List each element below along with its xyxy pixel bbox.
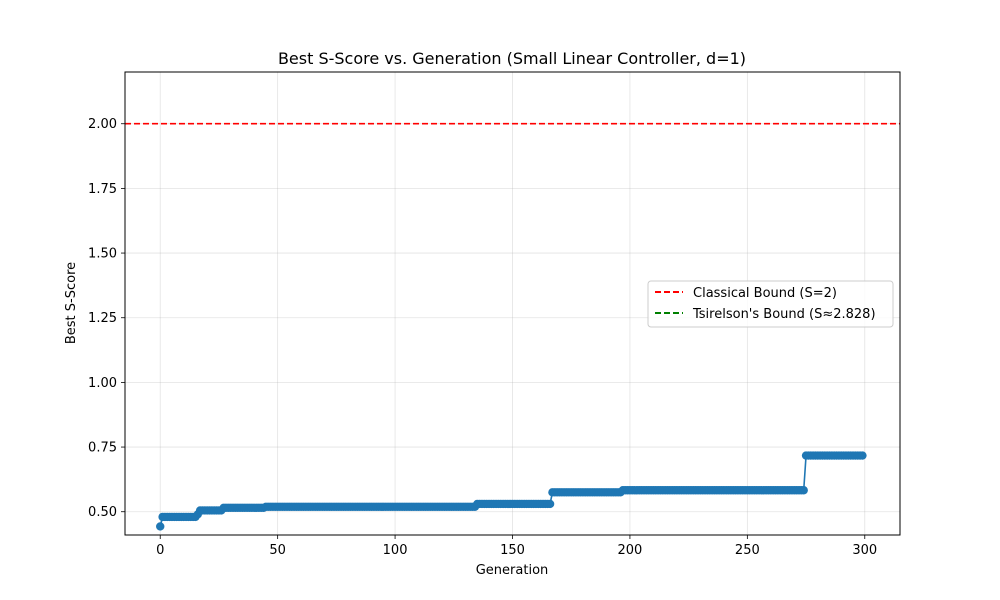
data-point — [545, 499, 555, 509]
data-point — [799, 486, 808, 495]
chart-title: Best S-Score vs. Generation (Small Linea… — [278, 49, 746, 68]
x-tick-label: 300 — [852, 543, 877, 558]
legend: Classical Bound (S=2) Tsirelson's Bound … — [647, 280, 894, 328]
data-series — [156, 451, 867, 531]
legend-label-tsirelson-bound: Tsirelson's Bound (S≈2.828) — [692, 307, 876, 322]
x-tick-label: 50 — [269, 543, 286, 558]
x-tick-label: 150 — [500, 543, 525, 558]
y-tick-label: 1.00 — [88, 376, 117, 391]
y-tick-label: 0.50 — [88, 505, 117, 520]
data-point — [858, 451, 867, 460]
y-tick-label: 1.50 — [88, 247, 117, 262]
y-tick-label: 0.75 — [88, 441, 117, 456]
y-tick-label: 1.75 — [88, 182, 117, 197]
legend-label-classical-bound: Classical Bound (S=2) — [693, 286, 837, 301]
y-tick-label: 1.25 — [88, 311, 117, 326]
x-tick-label: 200 — [618, 543, 643, 558]
y-tick-label: 2.00 — [88, 117, 117, 132]
x-tick-label: 250 — [735, 543, 760, 558]
data-point — [156, 522, 165, 531]
x-tick-label: 0 — [156, 543, 164, 558]
x-tick-label: 100 — [383, 543, 408, 558]
legend-box — [647, 280, 894, 328]
x-axis-ticks: 0 50 100 150 200 250 300 — [156, 535, 877, 558]
y-axis-ticks: 0.50 0.75 1.00 1.25 1.50 1.75 2.00 — [88, 117, 125, 520]
x-axis-label: Generation — [476, 563, 549, 578]
y-axis-label: Best S-Score — [64, 262, 79, 344]
